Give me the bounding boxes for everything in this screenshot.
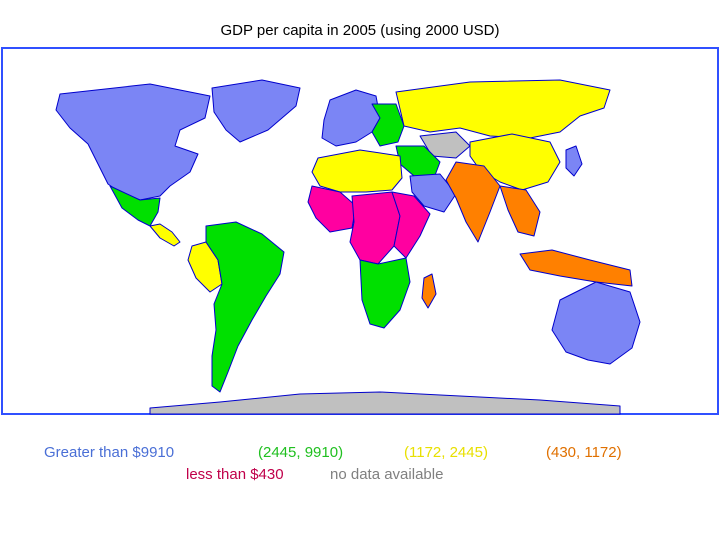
legend-no-data: no data available [330,466,444,483]
region-southern-africa [359,257,411,329]
region-central-america [149,223,181,247]
region-western-europe [321,89,381,147]
region-japan-korea [565,145,583,177]
region-indonesia [519,249,633,287]
region-west-africa [307,185,357,233]
world-map [0,46,720,416]
region-arabia [409,173,457,213]
region-antarctica [149,391,621,415]
legend-low: less than $430 [186,466,284,483]
region-australia [551,281,641,365]
region-south-america [205,221,285,393]
region-north-africa [311,149,403,193]
legend-upper-mid: (2445, 9910) [258,444,344,461]
legend-mid: (1172, 2445) [404,444,488,461]
region-east-africa [391,191,431,259]
world-map-svg [0,46,720,416]
region-madagascar [421,273,437,309]
legend-lower-mid: (430, 1172) [546,444,622,461]
region-north-america [55,83,211,201]
page-title: GDP per capita in 2005 (using 2000 USD) [220,22,500,39]
region-southeast-asia [499,185,541,237]
region-eastern-europe [371,103,405,147]
region-greenland [211,79,301,143]
region-india [445,161,501,243]
legend-high: Greater than $9910 [44,444,175,461]
region-russia [395,79,611,139]
region-mexico [109,185,161,227]
